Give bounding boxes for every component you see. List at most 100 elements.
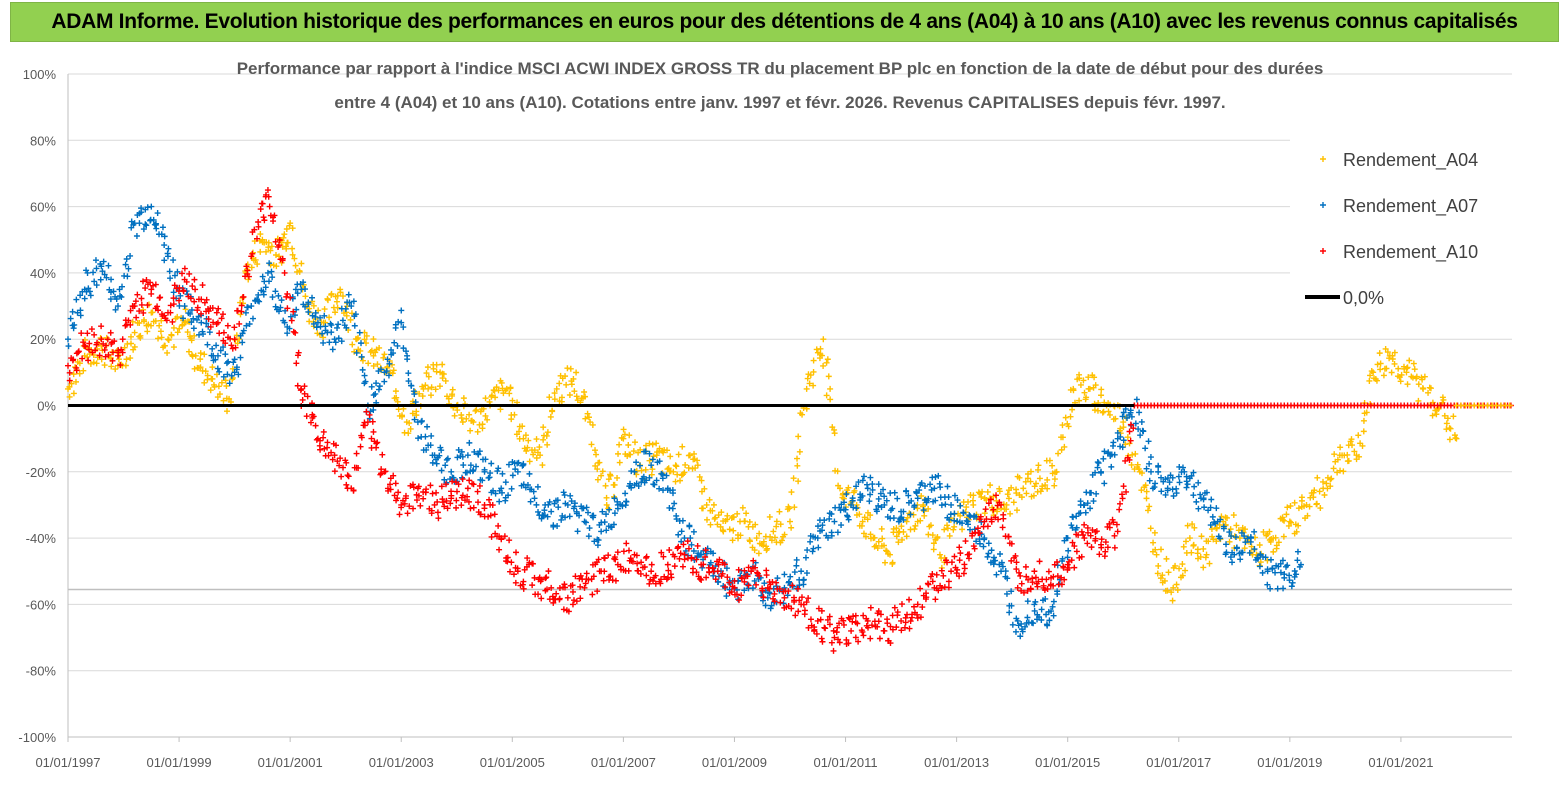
data-point bbox=[534, 483, 541, 490]
data-point bbox=[1151, 529, 1158, 536]
data-point bbox=[646, 457, 653, 464]
data-point bbox=[569, 588, 576, 595]
data-point bbox=[429, 459, 436, 466]
data-point bbox=[601, 519, 608, 526]
data-point bbox=[703, 516, 710, 523]
data-point bbox=[1298, 494, 1305, 501]
data-point bbox=[905, 492, 912, 499]
data-point bbox=[916, 487, 923, 494]
data-point bbox=[652, 572, 659, 579]
x-tick-label: 01/01/1997 bbox=[35, 755, 100, 770]
data-point bbox=[664, 447, 671, 454]
data-point bbox=[1084, 540, 1091, 547]
data-point bbox=[190, 325, 197, 332]
data-point bbox=[1295, 505, 1302, 512]
data-point bbox=[428, 432, 435, 439]
data-point bbox=[901, 624, 908, 631]
data-point bbox=[768, 602, 775, 609]
data-point bbox=[643, 572, 650, 579]
data-point bbox=[127, 252, 134, 259]
data-point bbox=[1017, 572, 1024, 579]
data-point bbox=[164, 336, 171, 343]
chart-container: 100% 80% 60% 40% 20% 0% -20% -40% -60% -80% -100% 0… bbox=[0, 44, 1567, 790]
data-point bbox=[856, 511, 863, 518]
data-point bbox=[1101, 480, 1108, 487]
data-point bbox=[1158, 474, 1165, 481]
data-point bbox=[819, 522, 826, 529]
data-point bbox=[462, 497, 469, 504]
data-point bbox=[66, 393, 73, 400]
data-point bbox=[355, 334, 362, 341]
data-point bbox=[433, 489, 440, 496]
data-point bbox=[1111, 451, 1118, 458]
data-point bbox=[679, 563, 686, 570]
data-point bbox=[852, 634, 859, 641]
data-point bbox=[466, 411, 473, 418]
data-point bbox=[875, 608, 882, 615]
data-point bbox=[978, 493, 985, 500]
data-point bbox=[92, 257, 99, 264]
data-point bbox=[77, 312, 84, 319]
x-tick-label: 01/01/2021 bbox=[1368, 755, 1433, 770]
data-point bbox=[686, 523, 693, 530]
data-point bbox=[900, 508, 907, 515]
data-point bbox=[198, 319, 205, 326]
data-point bbox=[638, 559, 645, 566]
data-point bbox=[787, 573, 794, 580]
data-point bbox=[394, 495, 401, 502]
data-point bbox=[544, 441, 551, 448]
data-point bbox=[1114, 429, 1121, 436]
data-point bbox=[268, 268, 275, 275]
data-point bbox=[882, 559, 889, 566]
data-point bbox=[395, 489, 402, 496]
series-Rendement_A04-tail bbox=[1453, 402, 1513, 409]
data-point bbox=[404, 352, 411, 359]
data-point bbox=[1030, 620, 1037, 627]
data-point bbox=[1070, 514, 1077, 521]
data-point bbox=[623, 498, 630, 505]
data-point bbox=[238, 302, 245, 309]
legend-marker bbox=[1320, 248, 1326, 254]
data-point bbox=[1427, 385, 1434, 392]
data-point bbox=[741, 587, 748, 594]
data-point bbox=[1175, 473, 1182, 480]
data-point bbox=[1223, 541, 1230, 548]
data-point bbox=[1105, 408, 1112, 415]
data-point bbox=[464, 485, 471, 492]
data-point bbox=[262, 284, 269, 291]
data-point bbox=[1023, 573, 1030, 580]
data-point bbox=[81, 295, 88, 302]
data-point bbox=[84, 354, 91, 361]
data-point bbox=[646, 474, 653, 481]
data-point bbox=[1096, 551, 1103, 558]
data-point bbox=[1320, 478, 1326, 485]
data-point bbox=[1444, 415, 1451, 422]
data-point bbox=[620, 548, 627, 555]
data-point bbox=[1306, 503, 1313, 510]
data-point bbox=[520, 578, 527, 585]
data-point bbox=[1002, 568, 1009, 575]
data-point bbox=[249, 250, 256, 257]
chart-title-line-2: entre 4 (A04) et 10 ans (A10). Cotations… bbox=[334, 93, 1225, 112]
data-point bbox=[696, 473, 703, 480]
data-point bbox=[361, 372, 368, 379]
data-point bbox=[326, 339, 333, 346]
data-point bbox=[830, 647, 837, 654]
data-point bbox=[213, 321, 220, 328]
data-point bbox=[678, 528, 685, 535]
data-point bbox=[836, 639, 843, 646]
data-point bbox=[1106, 520, 1113, 527]
data-point bbox=[473, 406, 480, 413]
data-point bbox=[794, 585, 801, 592]
data-point bbox=[130, 221, 137, 228]
data-point bbox=[760, 542, 767, 549]
data-point bbox=[424, 423, 431, 430]
data-point bbox=[807, 372, 814, 379]
data-point bbox=[134, 291, 141, 298]
data-point bbox=[1098, 386, 1105, 393]
data-point bbox=[979, 488, 986, 495]
data-point bbox=[472, 407, 479, 414]
data-point bbox=[685, 464, 692, 471]
data-point bbox=[401, 500, 408, 507]
data-point bbox=[97, 276, 104, 283]
